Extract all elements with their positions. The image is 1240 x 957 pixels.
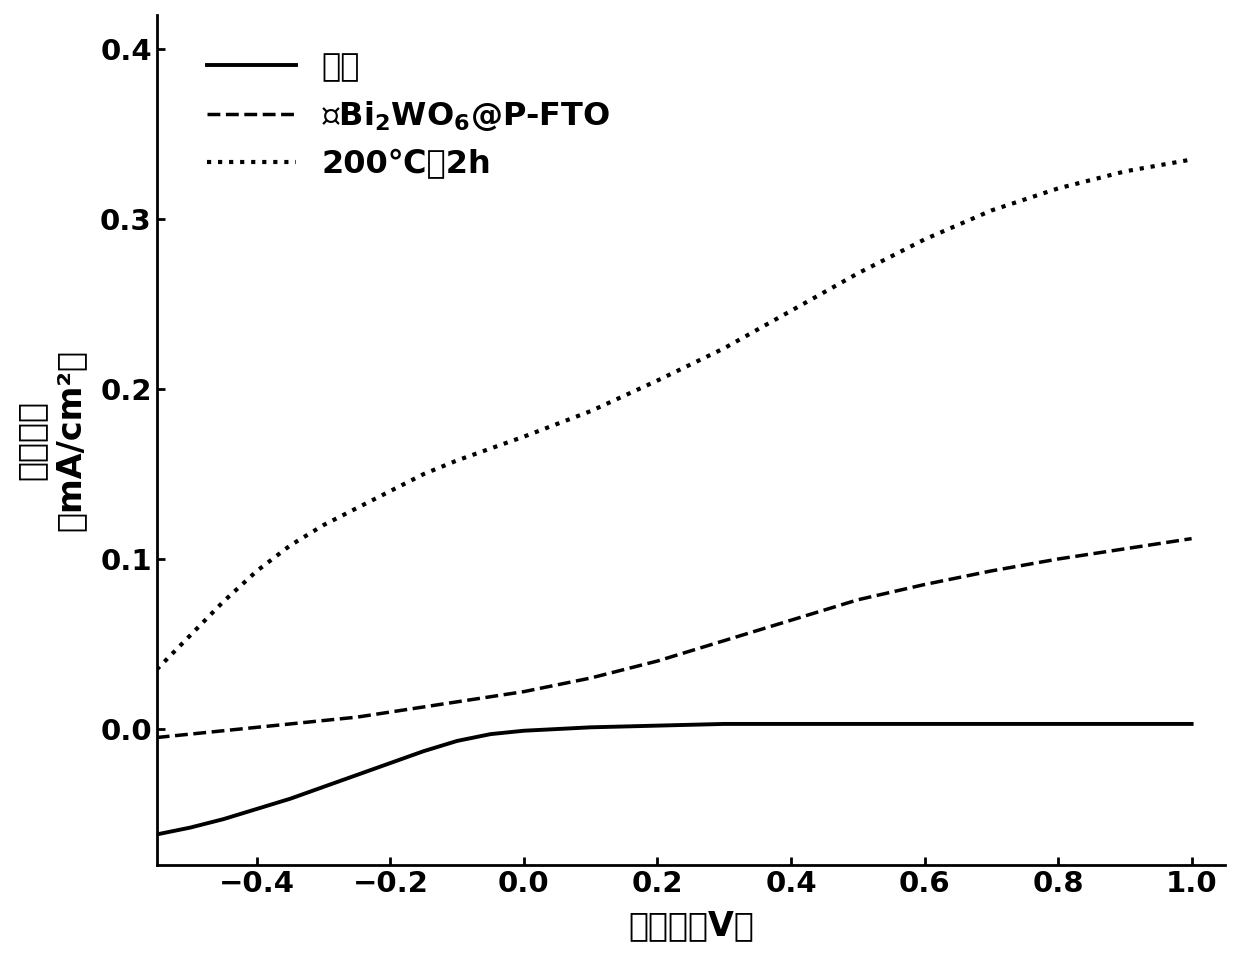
Legend: 黑暗, 纯$\mathbf{Bi_2WO_6}$@P-FTO, 200℃，2h: 黑暗, 纯$\mathbf{Bi_2WO_6}$@P-FTO, 200℃，2h: [193, 39, 622, 193]
X-axis label: 电压　（V）: 电压 （V）: [627, 909, 754, 942]
Y-axis label: 电流密度
（mA/cm²）: 电流密度 （mA/cm²）: [15, 349, 87, 531]
